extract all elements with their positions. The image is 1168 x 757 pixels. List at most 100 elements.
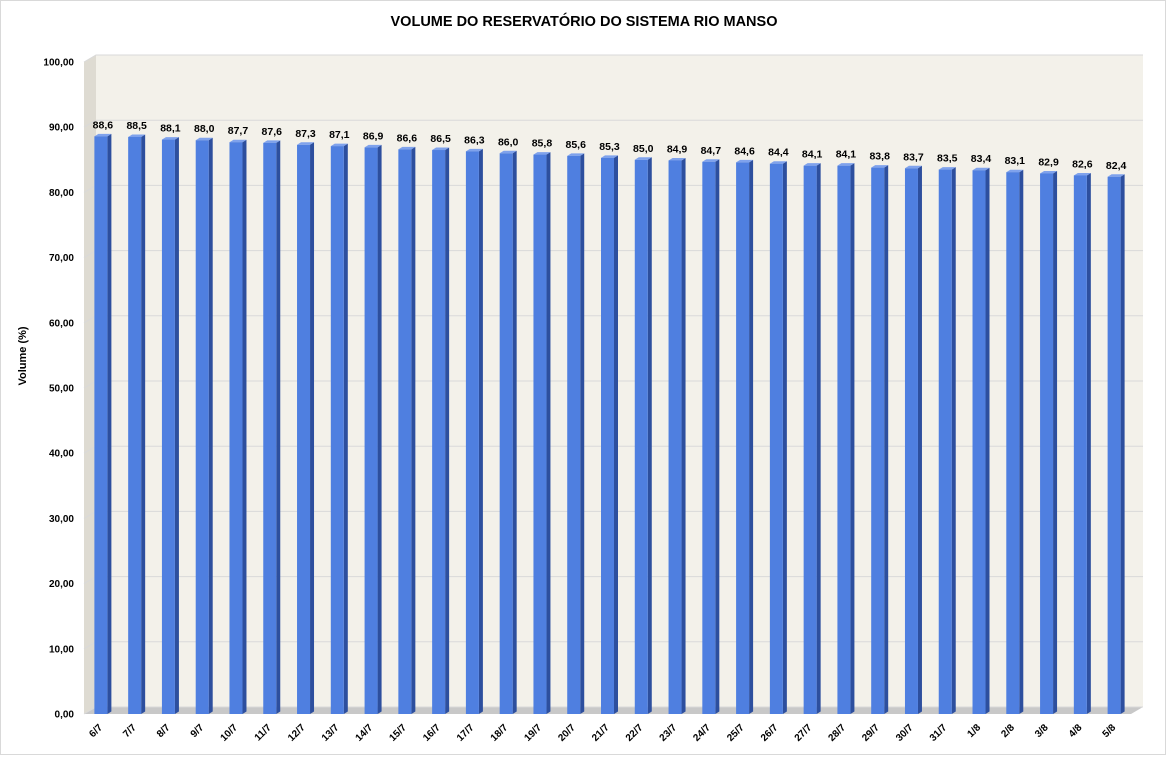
bar-side — [107, 133, 112, 714]
bar-side — [276, 140, 281, 714]
y-tick-label: 90,00 — [49, 123, 74, 134]
bar-top — [1006, 169, 1024, 173]
bar-top — [330, 143, 348, 147]
data-label: 87,3 — [295, 128, 316, 140]
bar-top — [1107, 174, 1125, 177]
x-tick-label: 17/7 — [455, 722, 477, 744]
x-tick-label: 9/7 — [189, 722, 207, 740]
bar — [465, 148, 483, 715]
bar-side — [614, 155, 618, 714]
bar — [398, 146, 416, 715]
bar — [263, 140, 281, 714]
bar-front — [94, 136, 108, 714]
data-label: 86,5 — [430, 133, 451, 145]
bar-front — [128, 136, 142, 715]
y-tick-label: 80,00 — [49, 188, 74, 199]
bar-top — [195, 137, 213, 141]
bar-top — [465, 148, 483, 152]
bar-front — [1040, 173, 1054, 714]
bar-side — [985, 167, 990, 714]
bar-front — [1107, 176, 1121, 714]
x-tick-label: 8/7 — [155, 722, 173, 740]
data-label: 86,6 — [397, 132, 418, 144]
bar — [533, 152, 551, 715]
x-tick-label: 16/7 — [421, 722, 443, 744]
data-label: 82,6 — [1072, 158, 1093, 170]
x-tick-label: 6/7 — [87, 722, 105, 740]
bar-front — [601, 157, 614, 714]
bar-front — [904, 168, 918, 714]
bar — [837, 163, 855, 715]
bar — [297, 142, 315, 714]
x-tick-label: 23/7 — [658, 722, 680, 744]
bar-front — [432, 150, 446, 714]
data-label: 83,4 — [971, 153, 992, 165]
y-tick-label: 20,00 — [49, 579, 74, 590]
data-label: 82,9 — [1038, 156, 1059, 168]
bar — [803, 163, 821, 715]
x-tick-label: 26/7 — [759, 722, 781, 744]
bar-side — [816, 163, 821, 715]
bar-side — [141, 134, 146, 715]
bar-top — [364, 144, 382, 148]
y-tick-label: 100,00 — [43, 58, 74, 69]
bar — [938, 167, 956, 714]
gridline — [83, 54, 1143, 63]
bar-front — [803, 165, 817, 715]
bar-front — [871, 167, 885, 714]
bar — [432, 147, 450, 714]
x-tick-label: 5/8 — [1101, 722, 1119, 740]
bar-front — [668, 160, 682, 714]
bar-top — [938, 167, 956, 170]
bar-top — [803, 163, 821, 166]
y-tick-label: 0,00 — [55, 710, 75, 721]
bar — [364, 144, 382, 715]
bar-side — [546, 152, 551, 715]
bar-side — [208, 137, 213, 715]
bar — [634, 157, 652, 715]
bar — [1073, 172, 1091, 714]
data-label: 83,1 — [1005, 155, 1026, 167]
bar-side — [681, 157, 686, 714]
plot-area: 0,00 10,00 20,00 30,00 40,00 50,00 60,00 70,00 8… — [43, 54, 1143, 744]
bar-top — [398, 146, 416, 150]
bar — [601, 155, 618, 714]
x-tick-label: 25/7 — [725, 722, 747, 744]
bar-top — [601, 155, 618, 158]
bar-side — [749, 159, 754, 714]
bar-front — [398, 149, 412, 715]
bar — [904, 165, 922, 714]
x-tick-label: 18/7 — [489, 722, 511, 744]
bar — [499, 150, 517, 714]
bar-front — [499, 153, 513, 714]
bar — [195, 137, 213, 715]
bar-front — [465, 151, 479, 715]
bar-side — [782, 161, 787, 714]
data-label: 85,8 — [532, 138, 553, 150]
x-tick-label: 30/7 — [894, 722, 916, 744]
bar — [161, 137, 179, 714]
bar-side — [445, 147, 450, 714]
data-label: 87,1 — [329, 129, 350, 141]
bar-top — [769, 161, 787, 164]
data-label: 84,6 — [734, 145, 755, 157]
bar-top — [297, 142, 315, 145]
bar-side — [174, 137, 179, 714]
data-label: 86,9 — [363, 130, 384, 142]
data-label: 88,5 — [126, 120, 147, 132]
y-tick-label: 30,00 — [49, 514, 74, 525]
bar-side — [951, 167, 956, 714]
bar-front — [195, 140, 209, 715]
bar-side — [1086, 172, 1091, 714]
bar-top — [263, 140, 281, 143]
bar-side — [884, 165, 889, 714]
x-tick-label: 24/7 — [691, 722, 713, 744]
bar-front — [1006, 172, 1020, 715]
data-label: 87,6 — [262, 126, 283, 138]
y-tick-label: 70,00 — [49, 253, 74, 264]
bar-front — [330, 146, 344, 714]
bar-side — [580, 153, 585, 714]
x-tick-label: 4/8 — [1067, 722, 1085, 740]
bar-top — [128, 134, 146, 137]
x-tick-label: 13/7 — [320, 722, 342, 744]
